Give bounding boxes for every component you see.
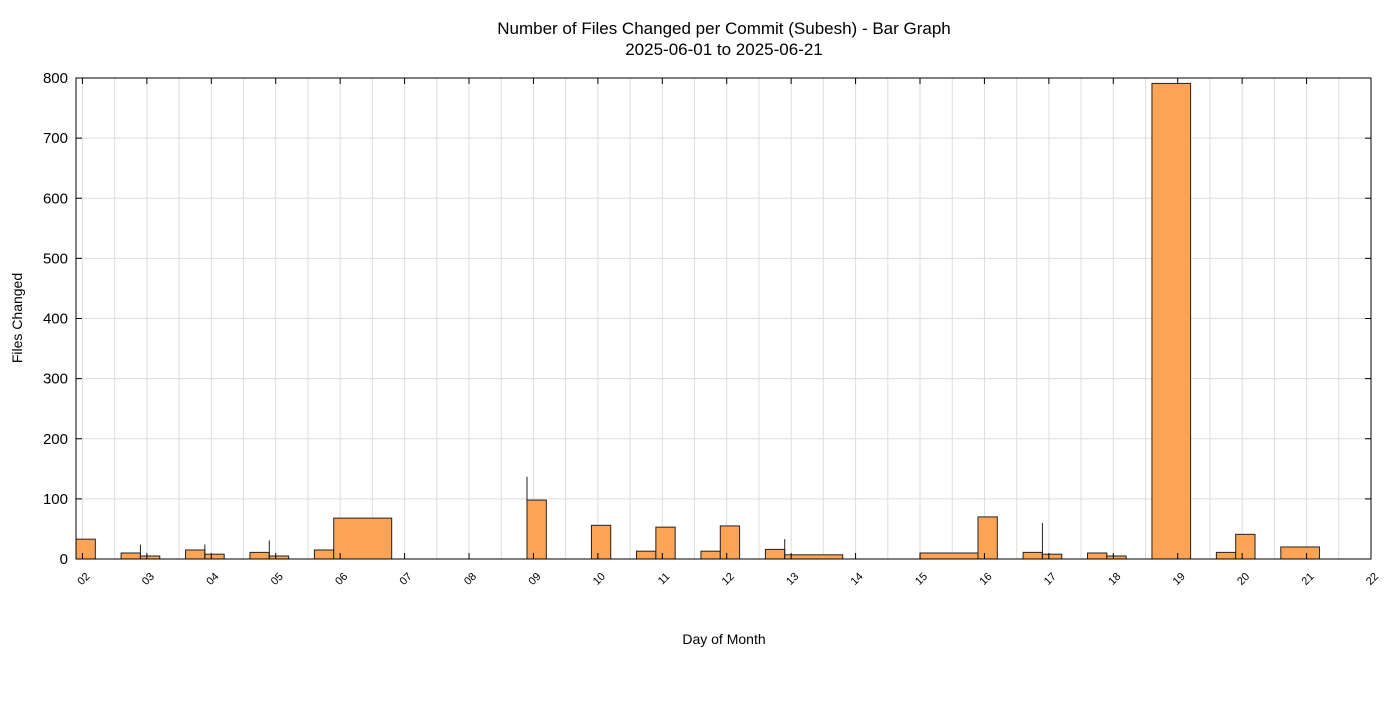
bar (719, 525, 741, 560)
bar (919, 552, 979, 560)
y-axis-label: Files Changed (9, 273, 25, 363)
bar (1087, 552, 1108, 560)
x-tick-label: 02 (75, 571, 92, 588)
y-tick-label: 400 (43, 311, 68, 328)
y-tick-label: 600 (43, 190, 68, 207)
chart-subtitle: 2025-06-01 to 2025-06-21 (625, 40, 823, 59)
y-tick-label: 300 (43, 371, 68, 388)
bar (784, 554, 844, 560)
x-tick-label: 22 (1364, 571, 1381, 588)
y-tick-label: 0 (60, 551, 68, 568)
bar (700, 550, 721, 560)
bar (120, 552, 141, 560)
x-axis-label: Day of Month (682, 631, 765, 647)
y-tick-label: 800 (43, 70, 68, 87)
bar (249, 551, 270, 560)
bar (526, 499, 547, 560)
y-tick-label: 100 (43, 491, 68, 508)
x-tick-label: 13 (784, 571, 801, 588)
bar (636, 550, 657, 560)
bars (75, 82, 1320, 560)
bar (313, 549, 335, 560)
bar (1235, 533, 1256, 560)
x-tick-label: 05 (269, 571, 286, 588)
y-tick-label: 200 (43, 431, 68, 448)
x-tick-label: 04 (204, 571, 221, 588)
bar (977, 516, 998, 560)
x-tick-label: 07 (398, 571, 415, 588)
bar (590, 524, 612, 560)
bar (185, 549, 206, 560)
bar (764, 548, 786, 560)
bar (1280, 546, 1320, 560)
x-tick-label: 19 (1171, 571, 1188, 588)
bar (655, 526, 676, 560)
x-tick-label: 16 (977, 571, 994, 588)
x-tick-label: 18 (1106, 571, 1123, 588)
x-tick-label: 11 (656, 571, 673, 588)
bar (1215, 551, 1237, 560)
x-tick-label: 08 (462, 571, 479, 588)
x-tick-label: 20 (1235, 571, 1252, 588)
x-tick-label: 14 (849, 571, 866, 588)
x-tick-label: 12 (720, 571, 737, 588)
bar (1022, 551, 1043, 560)
x-tick-label: 10 (591, 571, 608, 588)
x-tick-label: 06 (333, 571, 350, 588)
bar (204, 553, 225, 560)
y-tick-label: 500 (43, 250, 68, 267)
bar (333, 517, 393, 560)
x-tick-label: 09 (526, 571, 543, 588)
x-tick-label: 21 (1300, 571, 1317, 588)
x-tick-label: 03 (140, 571, 157, 588)
bar (1041, 553, 1063, 560)
bar (1151, 82, 1192, 560)
x-tick-label: 15 (913, 571, 930, 588)
y-tick-label: 700 (43, 130, 68, 147)
bar (75, 538, 96, 560)
x-tick-label: 17 (1042, 571, 1059, 588)
chart-title: Number of Files Changed per Commit (Sube… (497, 19, 951, 38)
